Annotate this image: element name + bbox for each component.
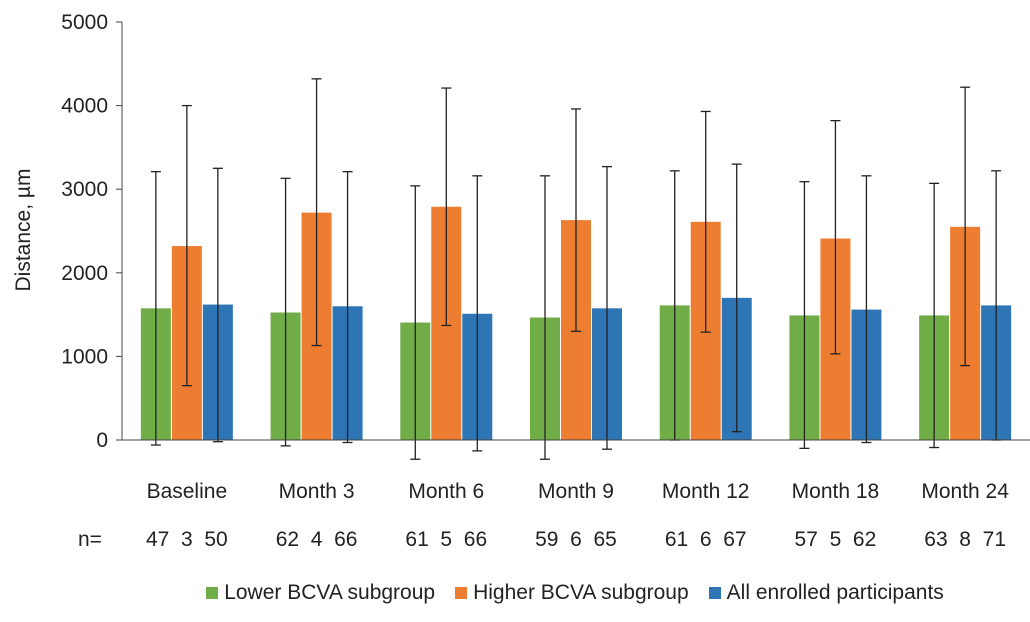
n-values-label: 57 5 62 bbox=[795, 528, 877, 551]
n-values-label: 63 8 71 bbox=[924, 528, 1006, 551]
n-values-label: 61 5 66 bbox=[405, 528, 487, 551]
n-values-label: 62 4 66 bbox=[276, 528, 358, 551]
n-row-label: n= bbox=[78, 528, 102, 551]
x-tick-label: Baseline bbox=[147, 480, 228, 503]
legend: Lower BCVA subgroup Higher BCVA subgroup… bbox=[0, 578, 1030, 608]
legend-label-higher-bcva: Higher BCVA subgroup bbox=[473, 581, 689, 604]
legend-item-higher-bcva: Higher BCVA subgroup bbox=[455, 581, 689, 605]
x-tick-label: Month 18 bbox=[792, 480, 880, 503]
y-tick-label: 5000 bbox=[61, 11, 108, 34]
bar-chart: Distance, µm n= 0 1000 2000 3000 4000 5000 Ba… bbox=[12, 11, 1030, 551]
y-tick-label: 3000 bbox=[61, 178, 108, 201]
y-axis-label: Distance, µm bbox=[12, 169, 35, 292]
x-tick-label: Month 9 bbox=[538, 480, 614, 503]
n-values-label: 59 6 65 bbox=[535, 528, 617, 551]
y-tick-label: 2000 bbox=[61, 262, 108, 285]
y-tick-label: 4000 bbox=[61, 95, 108, 118]
legend-label-lower-bcva: Lower BCVA subgroup bbox=[224, 581, 436, 604]
legend-swatch-lower-bcva bbox=[206, 587, 219, 599]
y-tick-label: 0 bbox=[96, 429, 108, 452]
legend-item-all-enrolled: All enrolled participants bbox=[708, 581, 944, 605]
x-tick-label: Month 3 bbox=[279, 480, 355, 503]
y-tick-label: 1000 bbox=[61, 345, 108, 368]
x-tick-label: Month 6 bbox=[408, 480, 484, 503]
n-values-label: 47 3 50 bbox=[146, 528, 228, 551]
legend-swatch-all-enrolled bbox=[708, 587, 721, 599]
legend-swatch-higher-bcva bbox=[455, 587, 468, 599]
x-tick-label: Month 24 bbox=[921, 480, 1009, 503]
n-values-label: 61 6 67 bbox=[665, 528, 747, 551]
legend-label-all-enrolled: All enrolled participants bbox=[726, 581, 944, 604]
x-tick-label: Month 12 bbox=[662, 480, 750, 503]
legend-item-lower-bcva: Lower BCVA subgroup bbox=[206, 581, 435, 605]
